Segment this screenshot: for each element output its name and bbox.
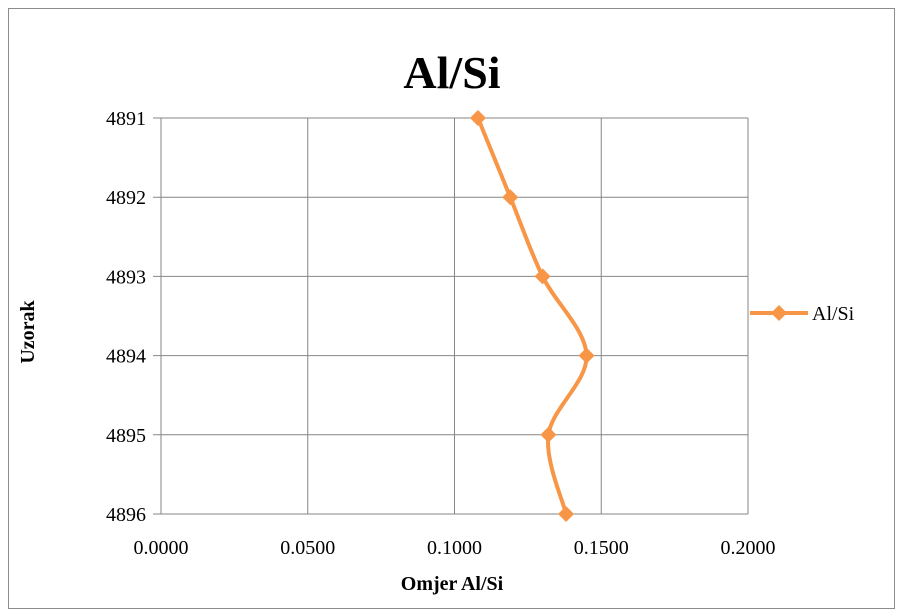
data-point-marker [558, 506, 575, 522]
x-tick-label: 0.0500 [280, 537, 335, 559]
data-point-marker [540, 426, 557, 443]
series-line [475, 116, 589, 516]
tick-labels: 0.0000 0.0500 0.1000 0.1500 0.2000 4891 4892 48… [106, 108, 776, 559]
y-axis-title: Uzorak [17, 299, 39, 363]
y-tick-label: 4892 [106, 187, 146, 209]
legend: Al/Si [750, 303, 855, 325]
legend-marker [771, 305, 787, 321]
y-tick-label: 4895 [106, 425, 146, 447]
data-point-marker [469, 110, 486, 126]
x-axis-title: Omjer Al/Si [401, 573, 504, 595]
grid-lines [153, 117, 749, 515]
data-point-marker [534, 268, 551, 285]
x-tick-label: 0.1500 [574, 537, 629, 559]
y-tick-label: 4893 [106, 266, 146, 288]
y-tick-label: 4891 [106, 108, 146, 130]
data-point-marker [578, 347, 595, 364]
series-layer [469, 110, 595, 522]
data-point-marker [502, 189, 519, 206]
chart-frame [8, 8, 895, 609]
chart-title: Al/Si [403, 47, 500, 98]
x-tick-label: 0.1000 [427, 537, 482, 559]
x-tick-label: 0.2000 [721, 537, 776, 559]
y-tick-label: 4894 [106, 346, 146, 368]
y-tick-label: 4896 [106, 504, 146, 526]
x-tick-label: 0.0000 [134, 537, 189, 559]
legend-label: Al/Si [812, 303, 855, 325]
